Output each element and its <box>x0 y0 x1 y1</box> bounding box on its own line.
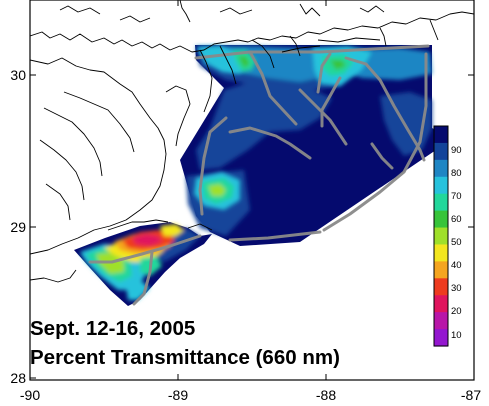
colorbar-swatches <box>434 126 448 347</box>
colorbar-swatch <box>434 312 448 330</box>
y-axis-labels: 30 29 28 <box>10 67 26 386</box>
colorbar-swatch <box>434 295 448 313</box>
colorbar-swatch <box>434 329 448 347</box>
colorbar-swatch <box>434 244 448 262</box>
colorbar-swatch <box>434 126 448 144</box>
colorbar-label: 90 <box>451 145 462 156</box>
caption-date: Sept. 12-16, 2005 <box>30 317 195 340</box>
map-caption: Sept. 12-16, 2005 Percent Transmittance … <box>30 317 340 369</box>
y-tick-label: 28 <box>10 370 26 386</box>
colorbar-swatch <box>434 227 448 246</box>
colorbar-label: 80 <box>451 168 462 179</box>
colorbar: 90 80 70 60 50 40 30 20 10 <box>433 125 462 347</box>
colorbar-label: 50 <box>451 237 462 248</box>
colorbar-swatch <box>434 278 448 296</box>
colorbar-label: 40 <box>451 260 462 271</box>
mainland-coastline <box>30 11 474 53</box>
y-tick-label: 30 <box>10 67 26 83</box>
land-outlines <box>30 0 474 283</box>
x-tick-label: -90 <box>20 387 40 403</box>
caption-variable: Percent Transmittance (660 nm) <box>30 346 340 369</box>
colorbar-swatch <box>434 176 448 195</box>
colorbar-swatch <box>434 142 448 161</box>
colorbar-label: 60 <box>451 214 462 225</box>
colorbar-swatch <box>434 210 448 229</box>
nearshore-low-transmittance <box>80 224 200 300</box>
colorbar-label: 10 <box>451 330 462 341</box>
x-tick-label: -87 <box>461 387 481 403</box>
x-axis-labels: -90 -89 -88 -87 <box>20 387 481 403</box>
x-tick-label: -89 <box>168 387 188 403</box>
colorbar-labels: 90 80 70 60 50 40 30 20 10 <box>451 145 462 341</box>
transmittance-field <box>74 45 440 306</box>
colorbar-label: 70 <box>451 191 462 202</box>
ship-tracks <box>88 44 430 306</box>
colorbar-swatch <box>434 261 448 279</box>
plot-frame <box>29 0 475 381</box>
y-tick-label: 29 <box>10 219 26 235</box>
colorbar-label: 30 <box>451 283 462 294</box>
colorbar-swatch <box>434 193 448 212</box>
colorbar-swatch <box>434 159 448 178</box>
colorbar-label: 20 <box>451 306 462 317</box>
x-tick-label: -88 <box>316 387 336 403</box>
axis-ticks <box>30 0 474 380</box>
